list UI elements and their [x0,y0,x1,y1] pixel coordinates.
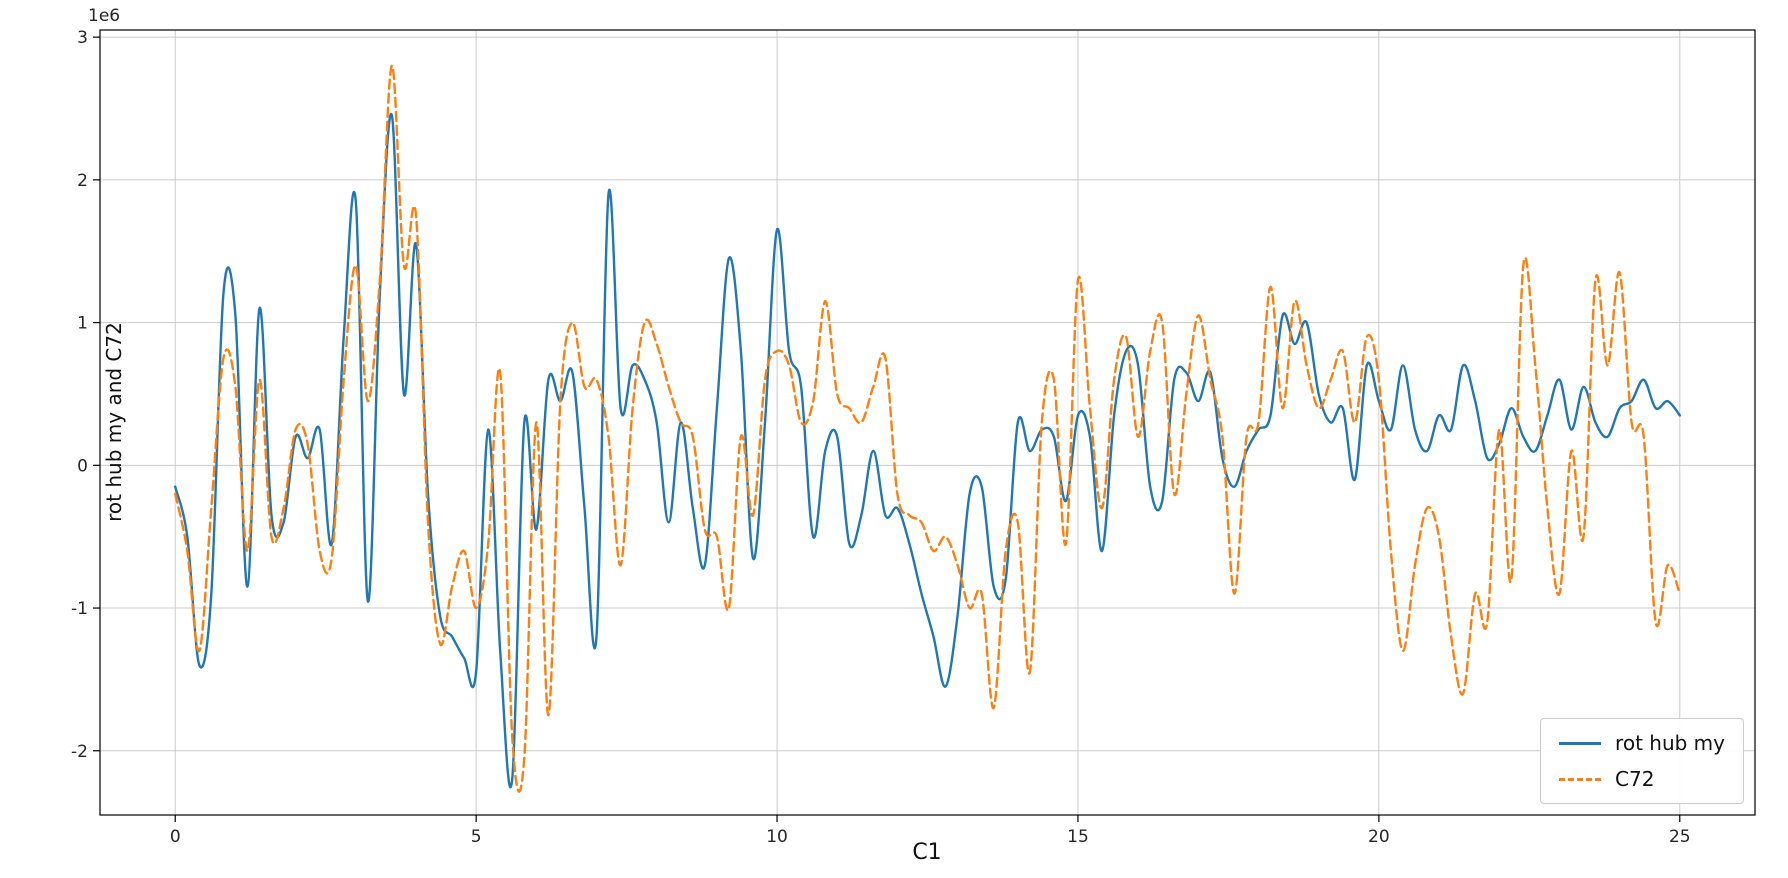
svg-text:2: 2 [77,171,88,191]
svg-text:15: 15 [1067,827,1089,847]
legend-dashed-line-icon [1559,777,1602,781]
legend: rot hub my C72 [1540,718,1744,804]
svg-text:-2: -2 [71,742,88,762]
legend-entry-rot-hub-my: rot hub my [1559,731,1725,755]
legend-entry-c72: C72 [1559,767,1725,791]
svg-text:0: 0 [77,456,88,476]
y-axis-offset-label: 1e6 [88,6,121,26]
svg-text:0: 0 [170,827,181,847]
svg-text:20: 20 [1368,827,1390,847]
legend-label: rot hub my [1615,731,1725,755]
legend-solid-line-icon [1559,741,1602,745]
legend-label: C72 [1615,767,1655,791]
svg-text:10: 10 [766,827,788,847]
y-axis-label: rot hub my and C72 [101,322,126,522]
svg-text:5: 5 [471,827,482,847]
svg-text:25: 25 [1669,827,1691,847]
svg-text:1: 1 [77,314,88,334]
svg-text:-1: -1 [71,599,88,619]
x-axis-label: C1 [912,840,942,865]
svg-text:3: 3 [77,28,88,48]
